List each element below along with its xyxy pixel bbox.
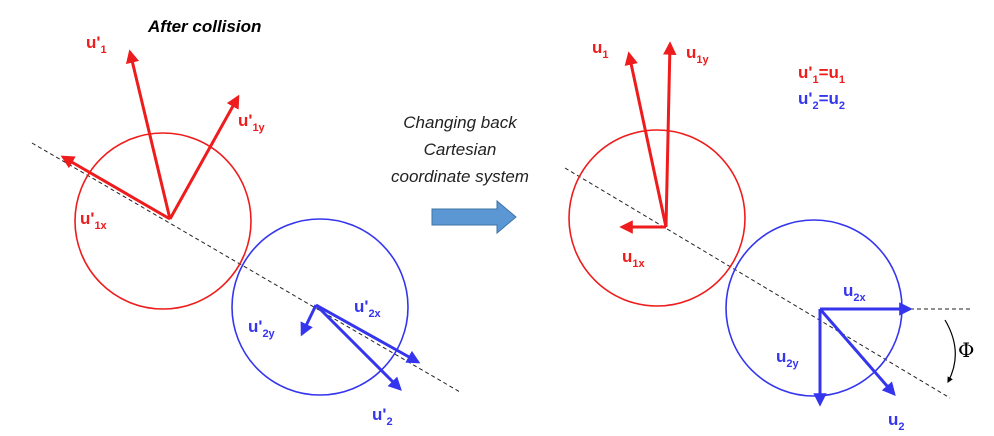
label-u2x: u2x bbox=[843, 281, 867, 304]
arrow-u1 bbox=[624, 51, 668, 228]
label-u2-prime: u'2 bbox=[372, 405, 393, 428]
label-u2y-prime: u'2y bbox=[248, 317, 276, 340]
caption-line-3: coordinate system bbox=[391, 167, 529, 186]
angle-phi-label: Φ bbox=[958, 338, 974, 362]
arrow-u2-prime bbox=[314, 303, 402, 391]
arrow-u2 bbox=[818, 308, 896, 397]
arrow-u2y-prime bbox=[300, 304, 318, 337]
left-panel: After collision u'1 u'1y u'1x u'2y u'2x … bbox=[31, 17, 461, 428]
label-u1x-prime: u'1x bbox=[80, 209, 108, 232]
label-u1y: u1y bbox=[686, 43, 710, 66]
transition-arrow-icon bbox=[431, 199, 517, 235]
right-red-ball bbox=[568, 129, 746, 307]
arrow-u1x-prime bbox=[60, 155, 171, 221]
arrow-u1y bbox=[663, 41, 677, 228]
left-red-ball bbox=[74, 132, 252, 310]
left-title: After collision bbox=[147, 17, 261, 36]
arrow-u1y-prime bbox=[168, 94, 240, 220]
left-contact-line bbox=[31, 142, 461, 393]
angle-arc bbox=[944, 319, 956, 384]
label-u2x-prime: u'2x bbox=[354, 297, 382, 320]
label-u1x: u1x bbox=[622, 247, 646, 270]
caption-line-2: Cartesian bbox=[424, 140, 497, 159]
caption-line-1: Changing back bbox=[403, 113, 518, 132]
right-contact-line bbox=[564, 167, 951, 399]
arrow-u1-prime bbox=[125, 49, 172, 220]
equation-1: u'1=u1 bbox=[798, 63, 845, 86]
right-panel: u1 u1y u1x u2x u2y u2 u'1=u1 u'2=u2 Φ bbox=[564, 38, 974, 433]
left-blue-ball bbox=[231, 218, 409, 396]
label-u2y: u2y bbox=[776, 347, 800, 370]
label-u1y-prime: u'1y bbox=[238, 111, 266, 134]
transition: Changing back Cartesian coordinate syste… bbox=[391, 113, 529, 235]
arrow-u2x-prime bbox=[315, 303, 421, 364]
equation-2: u'2=u2 bbox=[798, 89, 845, 112]
label-u1: u1 bbox=[592, 38, 609, 61]
label-u1-prime: u'1 bbox=[86, 33, 107, 56]
label-u2: u2 bbox=[888, 410, 905, 433]
